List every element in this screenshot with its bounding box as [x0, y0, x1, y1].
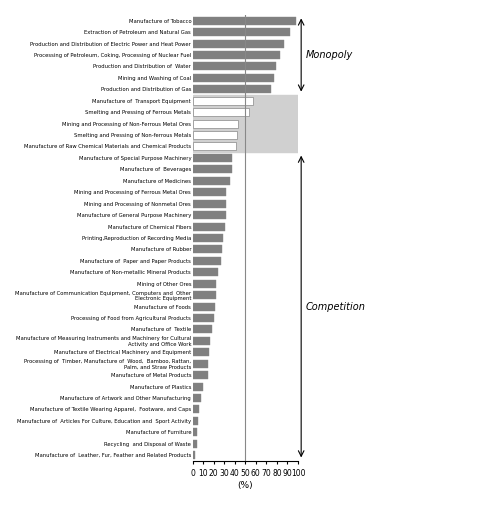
- Bar: [192, 28, 290, 36]
- Bar: [192, 17, 296, 25]
- Bar: [192, 280, 216, 288]
- Bar: [192, 417, 198, 425]
- Bar: [192, 360, 208, 368]
- Bar: [192, 39, 284, 47]
- Bar: [192, 51, 280, 59]
- Bar: [192, 371, 208, 379]
- Bar: [192, 337, 210, 345]
- Bar: [192, 245, 222, 254]
- Bar: [192, 394, 201, 402]
- Bar: [192, 63, 276, 71]
- Bar: [192, 325, 212, 333]
- Bar: [192, 257, 221, 265]
- Bar: [192, 142, 236, 150]
- Bar: [192, 314, 214, 322]
- Bar: [192, 451, 194, 459]
- Bar: [192, 223, 225, 230]
- Bar: [192, 74, 274, 82]
- Bar: [192, 302, 214, 311]
- Bar: [192, 120, 238, 128]
- Bar: [192, 177, 230, 185]
- Text: Monopoly: Monopoly: [306, 50, 352, 60]
- Bar: [192, 428, 196, 436]
- Bar: [192, 154, 232, 162]
- Bar: [192, 440, 196, 448]
- Bar: [192, 268, 218, 276]
- Bar: [192, 85, 270, 93]
- Bar: [192, 234, 223, 242]
- Bar: [192, 188, 226, 196]
- Bar: [192, 97, 252, 105]
- Text: Competition: Competition: [306, 301, 366, 312]
- X-axis label: (%): (%): [238, 481, 253, 490]
- Bar: [192, 406, 199, 414]
- Bar: [192, 131, 237, 139]
- Bar: [192, 165, 232, 173]
- Bar: [192, 199, 226, 208]
- Bar: [192, 383, 203, 390]
- Bar: [192, 211, 226, 219]
- Bar: [192, 291, 216, 299]
- Bar: [192, 95, 298, 152]
- Bar: [192, 348, 210, 356]
- Bar: [192, 108, 250, 116]
